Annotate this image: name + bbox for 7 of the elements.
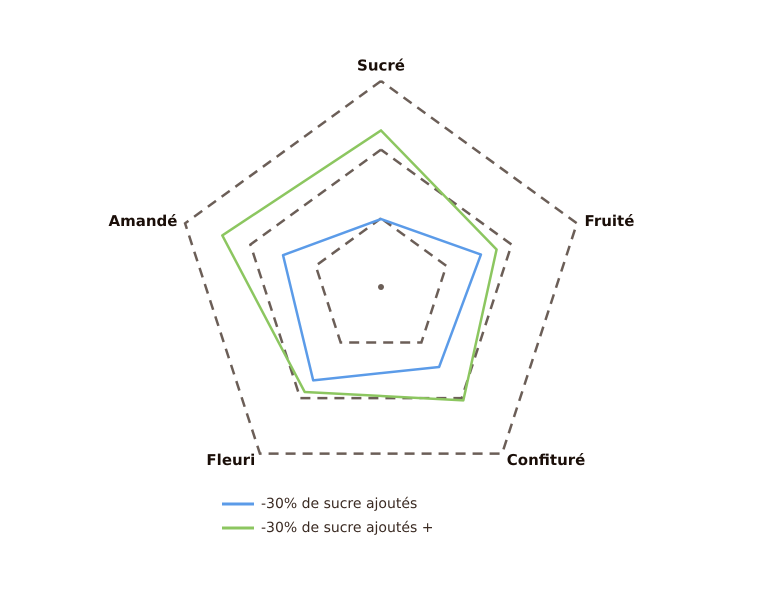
legend-label: -30% de sucre ajoutés +	[261, 520, 434, 536]
spoke-label: Amandé	[108, 212, 178, 230]
spoke-label: Fleuri	[206, 451, 256, 470]
spoke-label: Fruité	[584, 212, 634, 230]
spoke-label: Sucré	[357, 56, 405, 74]
spoke-label: Confituré	[506, 451, 586, 470]
legend-label: -30% de sucre ajoutés	[261, 496, 418, 512]
